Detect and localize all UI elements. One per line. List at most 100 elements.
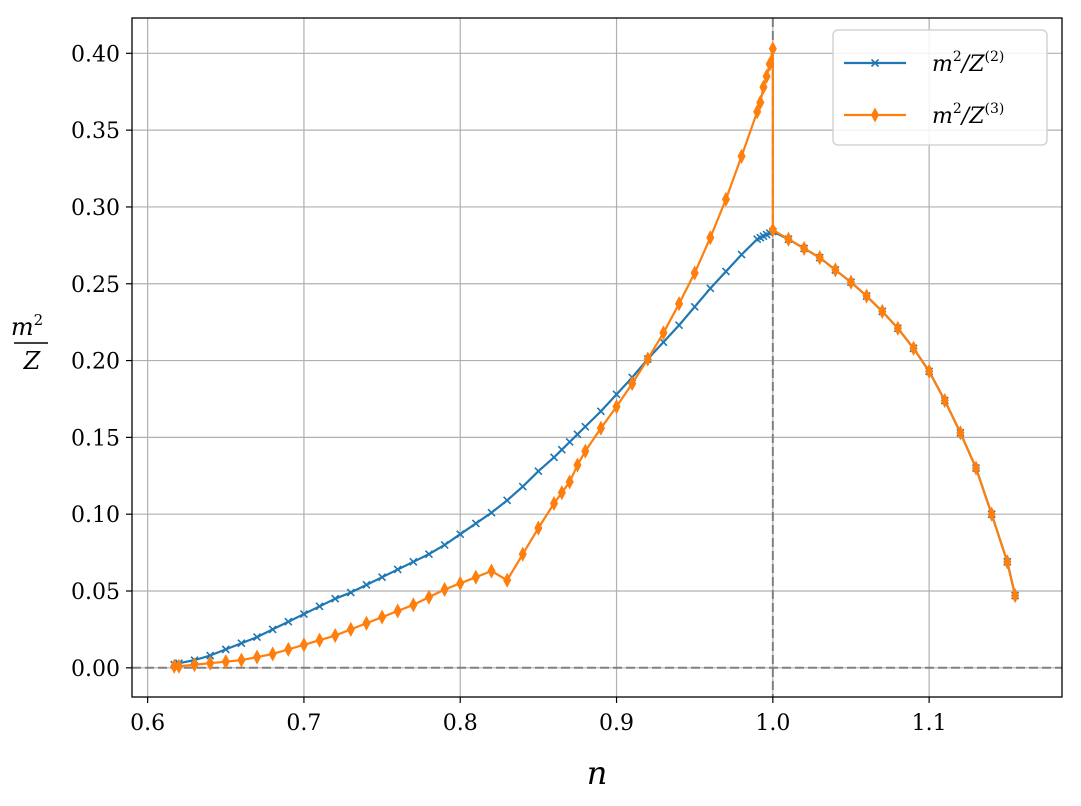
x-tick-label: 0.7 bbox=[286, 711, 321, 736]
data-point bbox=[299, 609, 308, 619]
data-point bbox=[831, 262, 840, 278]
data-point bbox=[612, 390, 621, 399]
data-point bbox=[721, 191, 731, 207]
data-point bbox=[1011, 588, 1020, 604]
data-point bbox=[362, 580, 371, 589]
data-point bbox=[573, 457, 582, 473]
data-point bbox=[596, 407, 605, 416]
data-point bbox=[284, 641, 293, 657]
data-point bbox=[424, 550, 434, 559]
data-point bbox=[557, 445, 566, 454]
data-point bbox=[284, 617, 293, 626]
data-point bbox=[393, 565, 402, 574]
data-point bbox=[268, 625, 277, 634]
y-tick-label: 0.15 bbox=[71, 426, 120, 451]
data-point bbox=[596, 420, 605, 436]
data-point bbox=[690, 302, 699, 311]
data-point bbox=[378, 573, 387, 582]
data-point bbox=[409, 557, 418, 566]
data-point bbox=[878, 303, 887, 319]
data-point bbox=[362, 615, 371, 631]
data-point bbox=[534, 467, 543, 476]
data-point bbox=[409, 597, 418, 613]
data-point bbox=[643, 351, 652, 367]
data-point bbox=[768, 41, 777, 57]
plot-series bbox=[170, 41, 1020, 674]
data-point bbox=[612, 399, 621, 415]
data-point bbox=[706, 284, 715, 293]
data-point bbox=[659, 338, 668, 347]
data-point bbox=[690, 265, 699, 281]
y-label-numerator: m2 bbox=[11, 311, 43, 341]
data-point bbox=[925, 363, 934, 379]
data-point bbox=[378, 609, 387, 625]
data-point bbox=[759, 79, 768, 95]
data-point bbox=[987, 506, 996, 522]
data-point bbox=[393, 603, 402, 619]
data-point bbox=[549, 453, 559, 462]
data-point bbox=[956, 425, 965, 441]
x-tick-label: 0.8 bbox=[443, 711, 478, 736]
data-point bbox=[815, 250, 824, 266]
data-point bbox=[221, 654, 230, 670]
y-tick-label: 0.25 bbox=[71, 273, 120, 298]
data-point bbox=[800, 240, 809, 256]
series-2 bbox=[170, 41, 1020, 674]
data-point bbox=[299, 637, 309, 653]
data-point bbox=[846, 274, 856, 290]
series-line bbox=[173, 230, 1017, 666]
data-point bbox=[721, 267, 731, 276]
data-point bbox=[940, 392, 949, 409]
data-point bbox=[503, 572, 512, 588]
data-point bbox=[862, 288, 871, 304]
legend: m2/Z(2) m2/Z(3) bbox=[832, 29, 1048, 146]
data-point bbox=[331, 594, 340, 603]
data-point bbox=[456, 530, 465, 539]
data-point bbox=[237, 639, 246, 648]
data-point bbox=[565, 474, 574, 490]
data-point bbox=[424, 589, 434, 605]
axis-ticks: 0.6 0.7 0.8 0.9 1.0 1.1 0.00 0.05 0.10 0.15 0.20 0.… bbox=[71, 42, 947, 736]
y-tick-label: 0.40 bbox=[71, 42, 120, 67]
y-axis-label: m2 Z bbox=[11, 311, 48, 375]
data-point bbox=[674, 296, 684, 312]
data-point bbox=[440, 540, 449, 549]
y-tick-label: 0.00 bbox=[71, 657, 120, 682]
data-point bbox=[659, 325, 668, 341]
data-point bbox=[753, 104, 762, 120]
data-point bbox=[756, 94, 765, 111]
legend-marker bbox=[870, 107, 880, 123]
data-point bbox=[573, 430, 582, 439]
data-point bbox=[456, 575, 465, 591]
data-point bbox=[487, 563, 496, 579]
data-point bbox=[315, 632, 324, 648]
y-tick-label: 0.20 bbox=[71, 350, 120, 375]
data-point bbox=[706, 230, 715, 246]
data-point bbox=[174, 658, 183, 674]
x-tick-label: 0.6 bbox=[130, 711, 165, 736]
data-point bbox=[206, 651, 215, 660]
data-point bbox=[471, 519, 480, 528]
y-tick-label: 0.35 bbox=[71, 119, 120, 144]
reference-lines bbox=[132, 18, 1062, 697]
data-point bbox=[909, 340, 918, 356]
data-point bbox=[471, 569, 480, 585]
x-tick-label: 1.0 bbox=[755, 711, 790, 736]
data-point bbox=[768, 222, 777, 238]
data-point bbox=[346, 588, 355, 597]
data-point bbox=[674, 321, 684, 330]
data-point bbox=[581, 443, 590, 459]
data-point bbox=[784, 231, 793, 247]
data-point bbox=[893, 320, 902, 336]
data-point bbox=[503, 496, 512, 505]
data-point bbox=[549, 495, 559, 511]
legend-box bbox=[832, 29, 1048, 146]
data-point bbox=[268, 646, 277, 662]
y-tick-label: 0.10 bbox=[71, 503, 120, 528]
data-point bbox=[518, 546, 527, 562]
y-label-denominator: Z bbox=[23, 347, 42, 375]
data-point bbox=[737, 250, 746, 259]
data-point bbox=[518, 482, 527, 491]
legend-entry-2: m2/Z(3) bbox=[844, 101, 1004, 129]
